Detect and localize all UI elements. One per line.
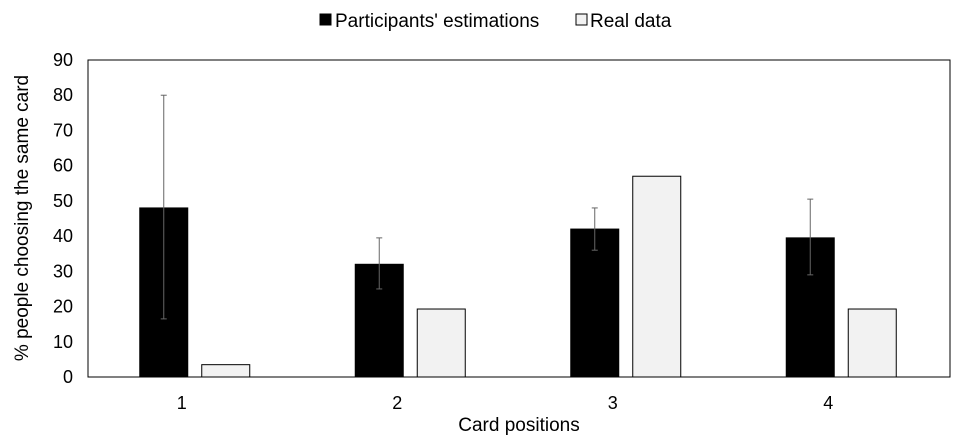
x-axis-ticks: 1 2 3 4 xyxy=(177,393,834,413)
bar-real-data xyxy=(416,308,466,378)
y-tick-label: 0 xyxy=(63,367,73,387)
x-tick-label: 3 xyxy=(608,393,618,413)
y-axis-title: % people choosing the same card xyxy=(12,75,33,361)
bars xyxy=(139,175,897,378)
plot-area-frame xyxy=(87,59,951,378)
y-tick-label: 40 xyxy=(53,226,73,246)
y-tick-label: 70 xyxy=(53,120,73,140)
y-tick-label: 50 xyxy=(53,191,73,211)
y-tick-label: 30 xyxy=(53,261,73,281)
y-tick-label: 90 xyxy=(53,50,73,70)
legend-label-real-data: Real data xyxy=(590,11,672,32)
bar-real-data xyxy=(632,175,682,378)
y-tick-label: 20 xyxy=(53,297,73,317)
y-tick-label: 60 xyxy=(53,156,73,176)
x-axis-title: Card positions xyxy=(458,415,579,436)
legend-label-participants: Participants' estimations xyxy=(335,11,539,32)
legend: Participants' estimations Real data xyxy=(319,11,672,32)
bar-participants-estimation xyxy=(570,228,620,378)
y-tick-label: 10 xyxy=(53,332,73,352)
x-tick-label: 4 xyxy=(823,393,833,413)
legend-swatch-real-data xyxy=(575,13,588,26)
legend-swatch-participants xyxy=(319,13,332,26)
y-axis-ticks: 0 10 20 30 40 50 60 70 80 90 xyxy=(53,50,73,387)
bar-real-data xyxy=(201,364,251,378)
y-tick-label: 80 xyxy=(53,85,73,105)
x-tick-label: 1 xyxy=(177,393,187,413)
error-bars xyxy=(160,94,814,320)
bar-real-data xyxy=(847,308,897,378)
x-tick-label: 2 xyxy=(392,393,402,413)
